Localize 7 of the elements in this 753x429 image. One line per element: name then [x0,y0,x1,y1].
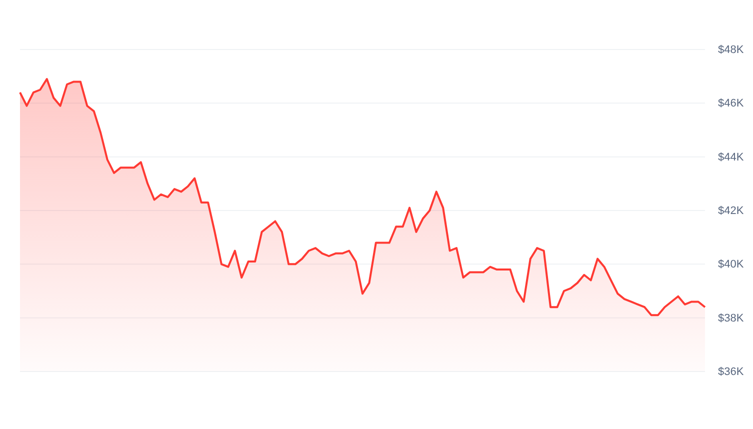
y-tick-label: $48K [718,44,744,56]
y-tick-label: $36K [718,366,744,378]
y-tick-label: $44K [718,151,744,164]
y-tick-label: $40K [718,258,744,271]
y-tick-label: $42K [718,205,744,218]
y-tick-label: $46K [718,98,744,110]
y-tick-label: $38K [718,312,744,324]
